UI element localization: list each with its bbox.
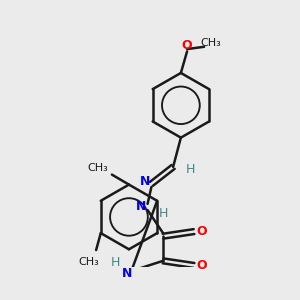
Text: N: N bbox=[122, 267, 133, 280]
Text: CH₃: CH₃ bbox=[200, 38, 221, 48]
Text: CH₃: CH₃ bbox=[79, 257, 100, 267]
Text: O: O bbox=[196, 225, 207, 238]
Text: N: N bbox=[136, 200, 146, 213]
Text: O: O bbox=[182, 39, 192, 52]
Text: O: O bbox=[196, 259, 207, 272]
Text: N: N bbox=[140, 175, 150, 188]
Text: CH₃: CH₃ bbox=[88, 164, 108, 173]
Text: H: H bbox=[185, 163, 195, 176]
Text: H: H bbox=[110, 256, 120, 269]
Text: H: H bbox=[158, 207, 168, 220]
